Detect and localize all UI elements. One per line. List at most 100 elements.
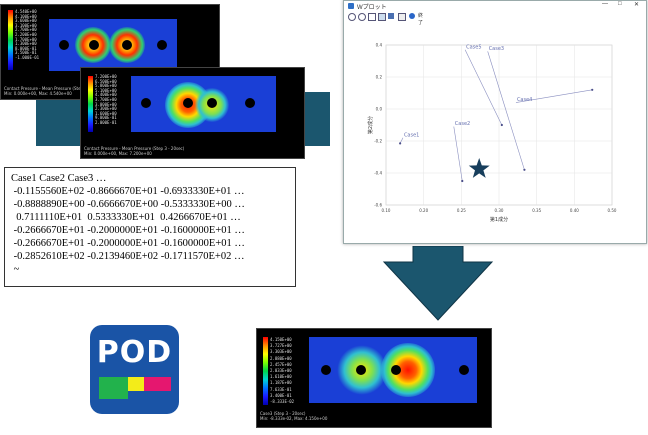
star-marker: [468, 158, 490, 178]
caption-line: Min: -8.333e-02, Max: 4.150e+00: [260, 416, 328, 421]
case-data-textbox: Case1 Case2 Case3 … -0.1155560E+02 -0.86…: [4, 167, 296, 287]
cbar-label: 2.200E+00: [15, 31, 37, 37]
zoom-out-icon[interactable]: [358, 13, 366, 21]
print-icon[interactable]: [398, 13, 406, 21]
grid-icon[interactable]: [368, 13, 376, 21]
pressure-field: [309, 337, 477, 403]
panel-caption: Case3 (Step 3 - 20sec) Min: -8.333e-02, …: [260, 411, 327, 421]
data-point: [591, 88, 594, 91]
point-label: Case3: [489, 46, 504, 52]
colorbar: [263, 337, 268, 405]
bolt-hole: [356, 365, 366, 375]
cbar-label: 6.500E+00: [95, 78, 117, 84]
data-point: [461, 179, 464, 183]
pod-logo: POD: [90, 325, 179, 414]
contour-panel-result: 4.150E+00 3.727E+00 3.303E+00 2.880E+00 …: [256, 328, 492, 428]
colorbar-labels: 4.150E+00 3.727E+00 3.303E+00 2.880E+00 …: [270, 337, 294, 405]
cbar-label: 4.400E+00: [95, 92, 117, 98]
cbar-label: 2.000E-01: [95, 119, 117, 125]
cbar-label: 5.100E+00: [95, 87, 117, 93]
text-line: -0.2666670E+01 -0.2000000E+01 -0.1600000…: [11, 225, 245, 236]
bolt-hole: [59, 40, 69, 50]
colorbar-labels: 4.540E+00 4.100E+00 3.600E+00 3.100E+00 …: [15, 9, 40, 61]
x-tick-label: 0.40: [570, 208, 579, 213]
down-arrow: [382, 246, 494, 321]
cbar-label: 8.000E-01: [15, 45, 37, 51]
copy-icon[interactable]: [378, 13, 386, 21]
text-line: -0.2666670E+01 -0.2000000E+01 -0.1600000…: [11, 238, 245, 249]
cbar-label: 3.600E+00: [15, 18, 37, 24]
y-tick-label: 0.2: [376, 75, 383, 80]
cbar-label: 4.540E+00: [15, 9, 37, 14]
bolt-hole: [141, 98, 151, 108]
exit-button-label[interactable]: 終了: [418, 13, 424, 26]
leader-line: [487, 51, 525, 170]
text-line: ~: [11, 264, 20, 275]
pod-logo-text: POD: [96, 335, 173, 370]
caption-line: Min: 0.000e+00, Max: 7.200e+00: [84, 151, 152, 156]
bolt-hole: [391, 365, 401, 375]
cbar-label: 3.700E+00: [95, 96, 117, 102]
data-point: [523, 168, 526, 171]
cbar-label: 4.150E+00: [270, 337, 292, 342]
panel-caption: Contact Pressure - Mean Pressure (Step 3…: [4, 86, 93, 96]
x-tick-label: 0.25: [457, 208, 466, 213]
pod-pink-block: [144, 377, 171, 391]
cbar-label: -1.000E-01: [15, 54, 40, 60]
app-icon: [348, 3, 354, 9]
point-label: Case5: [466, 44, 481, 50]
caption-line: Min: 0.000e+00, Max: 4.540e+00: [4, 91, 72, 96]
leader-line: [453, 126, 463, 182]
panel-caption: Contact Pressure - Mean Pressure (Step 3…: [84, 146, 184, 156]
cbar-label: 3.500E-01: [15, 50, 37, 56]
x-tick-label: 0.10: [382, 208, 391, 213]
bolt-hole: [122, 40, 132, 50]
bolt-hole: [207, 98, 217, 108]
bolt-hole: [459, 365, 469, 375]
pod-yellow-block: [128, 377, 144, 391]
minimize-button[interactable]: —: [602, 1, 608, 7]
save-icon[interactable]: [388, 13, 394, 19]
window-titlebar[interactable]: Wプロット — □ ✕: [344, 1, 646, 12]
pressure-field: [131, 76, 276, 132]
cbar-label: 3.727E+00: [270, 343, 292, 349]
pressure-field: [49, 19, 177, 71]
point-label: Case4: [517, 97, 532, 103]
y-tick-label: 0.4: [376, 43, 383, 48]
point-label: Case2: [455, 121, 470, 127]
pod-green-block: [99, 377, 128, 399]
colorbar-labels: 7.200E+00 6.500E+00 5.800E+00 5.100E+00 …: [95, 74, 117, 126]
maximize-button[interactable]: □: [618, 1, 622, 7]
zoom-in-icon[interactable]: [348, 13, 356, 21]
x-tick-label: 0.50: [608, 208, 617, 213]
cbar-label: 1.300E+00: [15, 41, 37, 47]
cbar-label: 2.880E+00: [270, 355, 292, 361]
hotspot: [381, 343, 435, 397]
x-tick-label: 0.20: [419, 208, 428, 213]
x-axis-label: 第1成分: [490, 216, 508, 223]
cbar-label: -8.333E-02: [270, 399, 295, 405]
cbar-label: 3.303E+00: [270, 349, 292, 355]
close-button[interactable]: ✕: [634, 2, 640, 8]
window-title: Wプロット: [357, 5, 387, 11]
info-icon[interactable]: [409, 13, 415, 19]
cbar-label: 1.700E+00: [15, 36, 37, 42]
cbar-label: 7.633E-01: [270, 386, 292, 392]
leader-line: [464, 49, 503, 126]
cbar-label: 2.457E+00: [270, 361, 292, 367]
bolt-hole: [245, 98, 255, 108]
y-tick-label: 0.0: [376, 107, 383, 112]
text-line: Case1 Case2 Case3 …: [11, 173, 107, 184]
cbar-label: 2.700E+00: [15, 27, 37, 33]
bolt-hole: [157, 40, 167, 50]
cbar-label: 4.100E+00: [15, 13, 37, 19]
caption-line: Contact Pressure - Mean Pressure (Step 3…: [84, 146, 185, 151]
bolt-hole: [183, 98, 193, 108]
y-axis-label: 第2成分: [367, 116, 374, 134]
text-line: -0.1155560E+02 -0.8666670E+01 -0.6933330…: [11, 186, 245, 197]
down-arrow-shape: [382, 246, 494, 321]
y-tick-label: -0.2: [374, 139, 382, 144]
leader-line: [515, 89, 593, 103]
cbar-label: 1.187E+00: [270, 380, 292, 386]
contour-panel-top-mid: 7.200E+00 6.500E+00 5.800E+00 5.100E+00 …: [80, 67, 305, 159]
